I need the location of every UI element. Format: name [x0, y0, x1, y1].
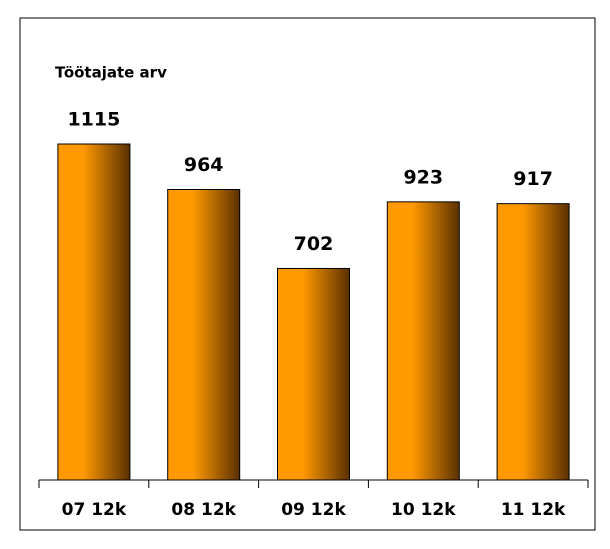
- data-label: 917: [513, 168, 553, 190]
- chart-title: Töötajate arv: [55, 64, 167, 82]
- x-tick-label: 08 12k: [171, 500, 236, 520]
- x-tick-label: 11 12k: [501, 500, 566, 520]
- bar: [277, 267, 350, 481]
- data-label: 964: [184, 154, 224, 176]
- data-label: 1115: [67, 109, 120, 131]
- x-tick-label: 10 12k: [391, 500, 456, 520]
- bar: [496, 203, 570, 481]
- bar: [167, 189, 241, 481]
- bar: [57, 143, 131, 481]
- data-label: 702: [294, 233, 334, 255]
- x-tick-label: 09 12k: [281, 500, 346, 520]
- data-label: 923: [403, 166, 443, 188]
- x-tick-label: 07 12k: [62, 500, 127, 520]
- bar: [386, 201, 460, 481]
